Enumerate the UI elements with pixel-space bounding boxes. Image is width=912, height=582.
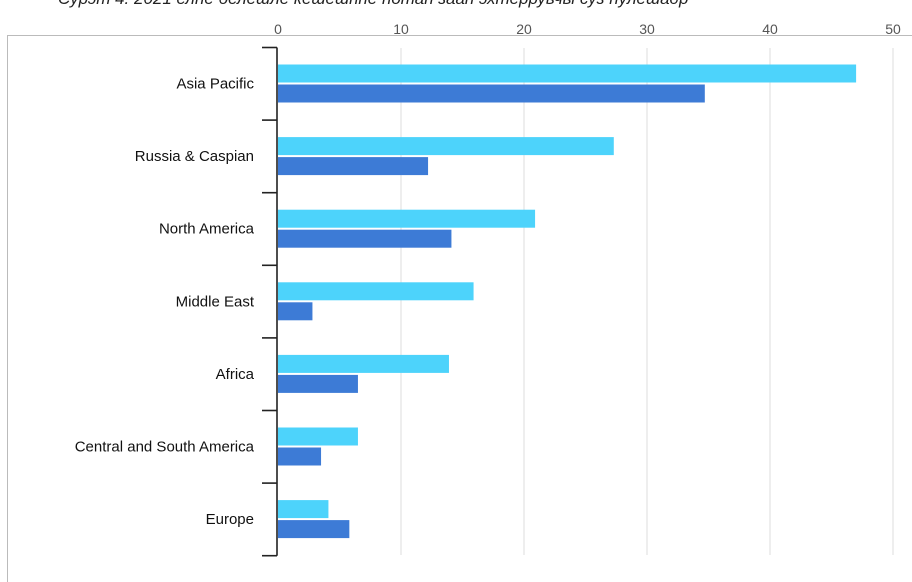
bar <box>278 84 705 103</box>
x-tick-label: 30 <box>639 21 655 37</box>
gridlines <box>400 48 894 555</box>
chart-frame <box>7 35 912 582</box>
bar <box>278 427 358 446</box>
x-tick-label: 20 <box>516 21 532 37</box>
y-axis <box>262 46 278 557</box>
x-tick-label: 50 <box>885 21 901 37</box>
bar <box>278 282 474 301</box>
bar <box>278 520 350 539</box>
bar <box>278 209 536 228</box>
category-labels: Asia Pacific Russia & Caspian North Americ… <box>75 76 255 529</box>
x-tick-label: 40 <box>762 21 778 37</box>
x-tick-labels: 0 10 20 30 40 50 <box>274 21 901 37</box>
category-label: North America <box>159 221 255 238</box>
category-label: Russia & Caspian <box>135 148 254 165</box>
bar <box>278 354 449 373</box>
x-tick-label: 10 <box>393 21 409 37</box>
x-tick-label: 0 <box>274 21 282 37</box>
bar <box>278 500 329 519</box>
category-label: Asia Pacific <box>176 76 254 93</box>
bar <box>278 302 313 321</box>
bars <box>278 64 857 539</box>
bar <box>278 64 857 83</box>
category-label: Europe <box>206 511 254 528</box>
category-label: Middle East <box>176 293 255 310</box>
category-label: Africa <box>216 366 255 383</box>
bar <box>278 447 322 466</box>
category-label: Central and South America <box>75 439 255 456</box>
bar <box>278 157 429 176</box>
bar <box>278 374 358 393</box>
bar <box>278 137 614 156</box>
chart-title: Сурэт 4. 2021 елне белешле кешешнне нота… <box>58 0 688 9</box>
bar <box>278 229 452 248</box>
